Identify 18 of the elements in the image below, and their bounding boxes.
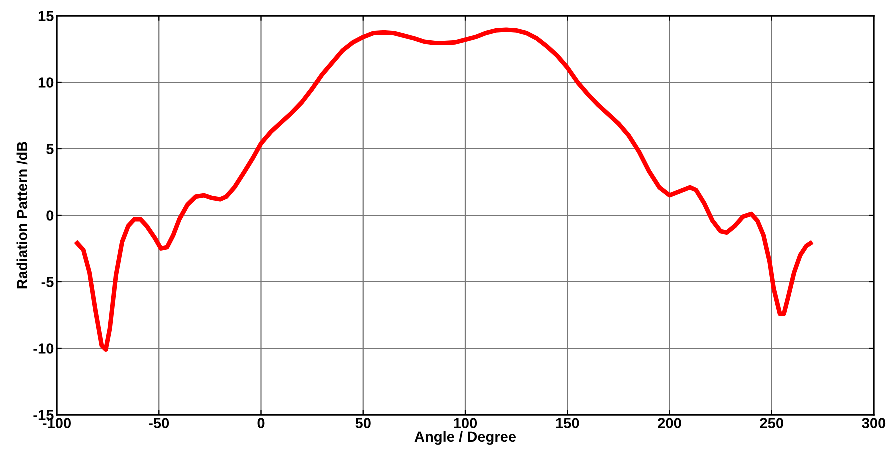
x-tick-label: 50 (356, 418, 371, 428)
x-tick-label: 0 (258, 418, 265, 428)
x-tick-label: -50 (149, 418, 170, 428)
x-axis-title: Angle / Degree (414, 431, 516, 446)
y-tick-label: 0 (46, 210, 54, 221)
y-tick-label: 15 (38, 11, 54, 22)
y-tick-label: -5 (42, 277, 54, 288)
x-tick-label: 250 (760, 418, 784, 428)
x-tick-label: 150 (556, 418, 580, 428)
x-tick-label: 300 (862, 418, 886, 429)
line-series (75, 28, 813, 352)
y-tick-label: 5 (46, 144, 54, 154)
x-tick-label: -100 (42, 418, 71, 428)
y-tick-label: 10 (38, 78, 54, 88)
x-tick-label: 200 (658, 418, 682, 428)
x-tick-label: 100 (454, 418, 478, 428)
y-axis-title: Radiation Pattern /dB (16, 142, 28, 289)
y-tick-label: -10 (34, 344, 54, 354)
